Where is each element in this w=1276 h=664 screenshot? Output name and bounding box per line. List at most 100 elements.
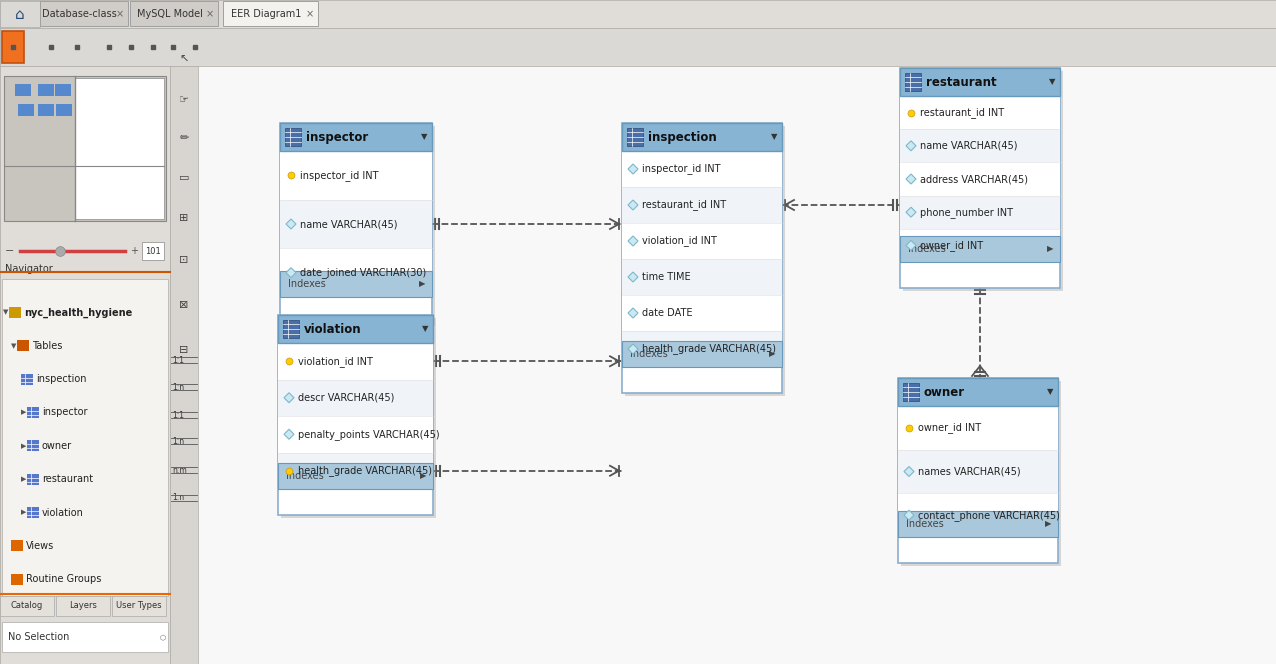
FancyBboxPatch shape	[903, 71, 1063, 291]
Text: ▼: ▼	[1049, 78, 1055, 86]
FancyBboxPatch shape	[621, 341, 782, 367]
FancyBboxPatch shape	[142, 242, 165, 260]
Text: owner: owner	[42, 441, 73, 451]
Polygon shape	[903, 510, 914, 520]
FancyBboxPatch shape	[285, 128, 301, 146]
FancyBboxPatch shape	[621, 331, 782, 367]
FancyBboxPatch shape	[283, 320, 299, 338]
Text: owner: owner	[924, 386, 965, 398]
Text: ×: ×	[116, 9, 124, 19]
FancyBboxPatch shape	[901, 381, 1062, 566]
FancyBboxPatch shape	[27, 473, 40, 485]
Text: 1:n: 1:n	[172, 493, 184, 503]
Text: ⊟: ⊟	[180, 345, 189, 355]
Text: ⊞: ⊞	[180, 213, 189, 223]
Text: 1:n: 1:n	[172, 382, 184, 392]
Text: Indexes: Indexes	[909, 244, 946, 254]
Text: ×: ×	[205, 9, 214, 19]
Text: ▼: ▼	[11, 343, 17, 349]
FancyBboxPatch shape	[0, 0, 1276, 28]
Text: ×: ×	[306, 9, 314, 19]
Text: ↖: ↖	[180, 55, 189, 65]
FancyBboxPatch shape	[278, 315, 433, 343]
FancyBboxPatch shape	[621, 123, 782, 393]
Text: owner_id INT: owner_id INT	[917, 422, 981, 434]
Text: Navigator: Navigator	[5, 264, 52, 274]
FancyBboxPatch shape	[898, 450, 1058, 493]
Text: contact_phone VARCHAR(45): contact_phone VARCHAR(45)	[917, 510, 1060, 521]
FancyBboxPatch shape	[0, 1, 40, 27]
Text: owner_id INT: owner_id INT	[920, 240, 983, 251]
FancyBboxPatch shape	[900, 236, 1060, 262]
Text: ⊡: ⊡	[180, 255, 189, 265]
Text: ▼: ▼	[1046, 388, 1053, 396]
Polygon shape	[628, 236, 638, 246]
FancyBboxPatch shape	[621, 259, 782, 295]
Text: n:m: n:m	[172, 465, 186, 475]
FancyBboxPatch shape	[40, 1, 128, 26]
FancyBboxPatch shape	[56, 104, 71, 116]
Text: ✏: ✏	[180, 133, 189, 143]
Polygon shape	[628, 308, 638, 318]
Text: restaurant: restaurant	[42, 474, 93, 484]
FancyBboxPatch shape	[75, 78, 165, 219]
Polygon shape	[286, 268, 296, 278]
Text: Indexes: Indexes	[286, 471, 324, 481]
FancyBboxPatch shape	[283, 126, 435, 326]
Text: EER Diagram1: EER Diagram1	[231, 9, 301, 19]
FancyBboxPatch shape	[11, 574, 23, 585]
Polygon shape	[286, 219, 296, 229]
FancyBboxPatch shape	[55, 84, 71, 96]
Text: health_grade VARCHAR(45): health_grade VARCHAR(45)	[642, 343, 776, 355]
FancyBboxPatch shape	[198, 66, 1276, 664]
Polygon shape	[906, 141, 916, 151]
Text: violation_id INT: violation_id INT	[299, 356, 373, 367]
FancyBboxPatch shape	[900, 196, 1060, 229]
FancyBboxPatch shape	[900, 129, 1060, 163]
Text: MySQL Model: MySQL Model	[137, 9, 203, 19]
Text: names VARCHAR(45): names VARCHAR(45)	[917, 467, 1021, 477]
FancyBboxPatch shape	[900, 96, 1060, 129]
FancyBboxPatch shape	[905, 73, 921, 91]
Text: ▶: ▶	[768, 349, 776, 359]
Text: ▼: ▼	[3, 309, 9, 315]
FancyBboxPatch shape	[279, 248, 433, 297]
FancyBboxPatch shape	[3, 31, 24, 63]
Text: ⊠: ⊠	[180, 300, 189, 310]
Text: nyc_health_hygiene: nyc_health_hygiene	[24, 307, 133, 317]
FancyBboxPatch shape	[903, 383, 919, 401]
FancyBboxPatch shape	[38, 104, 54, 116]
FancyBboxPatch shape	[621, 123, 782, 151]
FancyBboxPatch shape	[900, 163, 1060, 196]
Text: ▶: ▶	[419, 280, 425, 288]
Polygon shape	[906, 207, 916, 217]
FancyBboxPatch shape	[898, 511, 1058, 537]
Text: time TIME: time TIME	[642, 272, 690, 282]
Text: inspection: inspection	[648, 131, 717, 143]
Text: penalty_points VARCHAR(45): penalty_points VARCHAR(45)	[299, 429, 440, 440]
Text: Tables: Tables	[32, 341, 63, 351]
FancyBboxPatch shape	[17, 340, 29, 351]
FancyBboxPatch shape	[625, 126, 785, 396]
Text: inspector: inspector	[42, 408, 88, 418]
FancyBboxPatch shape	[627, 128, 643, 146]
Text: ▶: ▶	[1046, 244, 1053, 254]
FancyBboxPatch shape	[278, 315, 433, 515]
FancyBboxPatch shape	[11, 540, 23, 551]
FancyBboxPatch shape	[223, 1, 318, 26]
Text: date DATE: date DATE	[642, 308, 693, 318]
Text: User Types: User Types	[116, 602, 162, 610]
Text: Database-class: Database-class	[42, 9, 117, 19]
FancyBboxPatch shape	[112, 596, 166, 616]
Text: ▼: ▼	[422, 325, 429, 333]
Polygon shape	[903, 467, 914, 477]
FancyBboxPatch shape	[3, 622, 168, 652]
Text: inspector_id INT: inspector_id INT	[300, 170, 379, 181]
Text: violation: violation	[304, 323, 361, 335]
FancyBboxPatch shape	[0, 66, 170, 664]
Text: ▶: ▶	[20, 443, 27, 449]
FancyBboxPatch shape	[38, 84, 54, 96]
Text: restaurant_id INT: restaurant_id INT	[642, 200, 726, 210]
Text: 1:n: 1:n	[172, 436, 184, 446]
FancyBboxPatch shape	[279, 151, 433, 200]
